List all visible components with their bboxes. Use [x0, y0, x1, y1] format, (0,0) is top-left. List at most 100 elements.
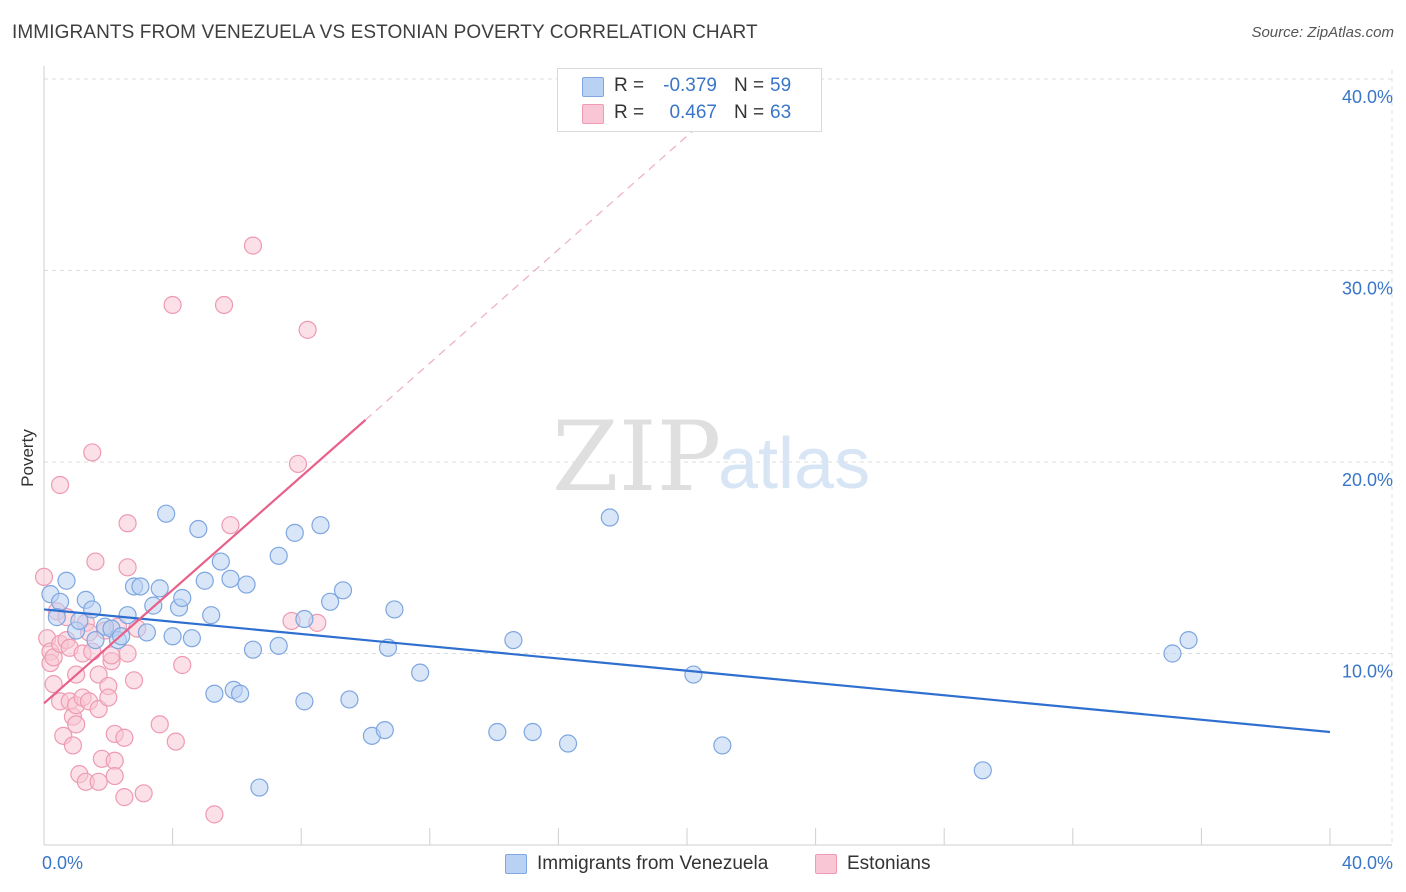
point-venezuela: [523, 722, 542, 742]
point-venezuela: [157, 504, 176, 523]
y-tick-label: 30.0%: [1342, 279, 1393, 299]
legend-n-value: 63: [770, 102, 792, 123]
point-estonians: [99, 688, 118, 707]
correlation-legend: R = -0.379 N = 59 R = 0.467 N = 63: [557, 68, 822, 132]
point-venezuela: [340, 690, 359, 709]
point-estonians: [118, 514, 137, 533]
point-venezuela: [211, 552, 230, 571]
tick-labels: 10.0% 20.0% 30.0% 40.0% 0.0% 40.0%: [42, 87, 1393, 873]
point-estonians: [118, 644, 137, 663]
point-venezuela: [189, 519, 208, 539]
point-venezuela: [321, 592, 340, 611]
point-estonians: [67, 715, 86, 734]
trend-line-estonians-extension: [365, 101, 727, 421]
point-venezuela: [713, 736, 732, 755]
point-venezuela: [295, 609, 314, 629]
point-estonians: [89, 772, 108, 791]
legend-r-label: R =: [614, 75, 645, 96]
legend-r-value: -0.379: [663, 75, 717, 96]
point-venezuela: [375, 720, 394, 740]
point-venezuela: [250, 778, 269, 797]
point-venezuela: [57, 571, 76, 590]
point-estonians: [63, 736, 83, 755]
legend-r-label: R =: [614, 102, 645, 123]
point-estonians: [83, 443, 102, 462]
point-estonians: [105, 766, 124, 786]
point-estonians: [105, 751, 124, 770]
point-venezuela: [205, 684, 224, 703]
source-label: Source: ZipAtlas.com: [1251, 24, 1394, 41]
point-estonians: [243, 236, 263, 255]
legend-row-venezuela: R = -0.379 N = 59: [558, 73, 821, 101]
y-tick-label: 10.0%: [1342, 662, 1393, 682]
point-venezuela: [973, 761, 992, 780]
point-venezuela: [333, 581, 353, 600]
trend-line-venezuela: [43, 608, 1331, 734]
point-venezuela: [1163, 644, 1182, 663]
point-estonians: [205, 805, 224, 824]
point-estonians: [288, 454, 308, 474]
point-estonians: [150, 715, 169, 734]
watermark: ZIP atlas: [552, 401, 870, 513]
point-venezuela: [285, 523, 304, 542]
point-venezuela: [311, 516, 330, 535]
watermark-zip: ZIP: [552, 401, 721, 513]
series-legend-label: Estonians: [847, 853, 931, 874]
point-venezuela: [1179, 630, 1198, 650]
point-venezuela: [182, 629, 201, 648]
point-venezuela: [118, 606, 137, 625]
point-venezuela: [86, 630, 105, 650]
point-venezuela: [231, 684, 250, 703]
point-estonians: [221, 516, 240, 535]
y-tick-label: 40.0%: [1342, 87, 1393, 107]
point-venezuela: [385, 600, 404, 619]
point-venezuela: [163, 627, 182, 646]
point-estonians: [214, 295, 234, 315]
point-venezuela: [243, 640, 263, 659]
point-estonians: [86, 552, 105, 571]
point-estonians: [124, 671, 144, 690]
point-venezuela: [558, 734, 578, 753]
point-venezuela: [237, 575, 256, 594]
data-points: [34, 236, 1198, 824]
legend-r-value: 0.467: [669, 102, 717, 123]
point-venezuela: [269, 636, 288, 655]
point-venezuela: [221, 569, 240, 588]
point-estonians: [34, 567, 54, 587]
legend-row-estonians: R = 0.467 N = 63: [558, 100, 821, 128]
trend-line-estonians: [43, 419, 367, 705]
point-venezuela: [684, 665, 703, 684]
point-venezuela: [47, 608, 66, 627]
point-estonians: [134, 784, 153, 803]
point-estonians: [115, 788, 134, 807]
y-tick-label: 20.0%: [1342, 470, 1393, 490]
legend-n-value: 59: [770, 75, 792, 96]
series-legend-label: Immigrants from Venezuela: [537, 853, 769, 874]
point-venezuela: [411, 663, 430, 682]
point-venezuela: [488, 722, 507, 742]
point-venezuela: [202, 606, 221, 625]
y-axis-label: Poverty: [18, 429, 37, 487]
point-venezuela: [150, 579, 169, 598]
point-venezuela: [173, 588, 192, 608]
legend-n-label: N =: [734, 75, 765, 96]
trend-lines: [43, 101, 1331, 734]
axes: [43, 66, 1392, 846]
legend-swatch-blue: [582, 77, 604, 97]
series-swatch-pink: [815, 854, 837, 874]
point-venezuela: [195, 571, 214, 590]
point-estonians: [50, 475, 70, 495]
x-tick-label: 0.0%: [42, 853, 83, 873]
x-tick-label: 40.0%: [1342, 853, 1393, 873]
point-estonians: [173, 655, 192, 675]
point-estonians: [44, 675, 63, 694]
point-estonians: [118, 558, 137, 577]
series-swatch-blue: [505, 854, 527, 874]
point-venezuela: [504, 630, 523, 650]
point-venezuela: [137, 623, 156, 642]
watermark-atlas: atlas: [718, 424, 870, 504]
point-estonians: [163, 295, 182, 315]
point-estonians: [115, 728, 134, 747]
point-venezuela: [269, 546, 288, 565]
